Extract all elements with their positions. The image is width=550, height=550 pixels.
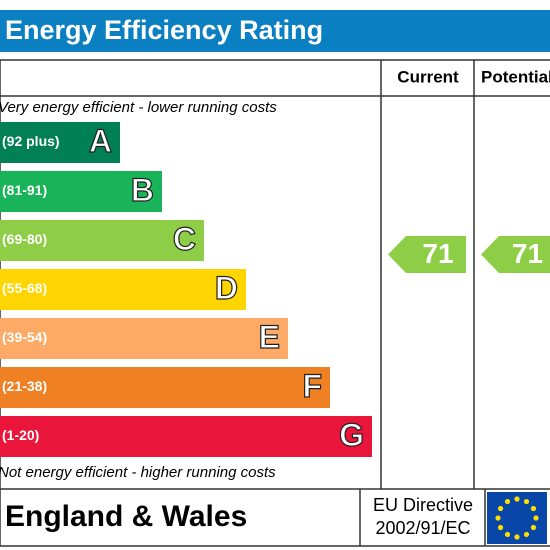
column-header: Current [397, 67, 459, 86]
directive: EU Directive [373, 495, 473, 515]
top-note: Very energy efficient - lower running co… [0, 99, 277, 116]
band-letter: A [89, 123, 112, 159]
band-range: (39-54) [2, 329, 47, 345]
band-bar [0, 122, 120, 163]
band-letter: B [131, 172, 154, 208]
band-letter: D [215, 270, 238, 306]
eu-star [514, 496, 520, 502]
band-range: (69-80) [2, 231, 47, 247]
band-bar [0, 318, 288, 359]
band-letter: E [259, 319, 280, 355]
eu-star [530, 505, 537, 512]
eu-star [497, 505, 504, 512]
rating-arrow [481, 236, 550, 273]
column-header: Potential [481, 67, 550, 86]
band-range: (1-20) [2, 427, 39, 443]
bottom-note: Not energy efficient - higher running co… [0, 464, 276, 481]
title-bar [0, 10, 550, 52]
band-bar [0, 220, 204, 261]
band-letter: F [302, 368, 322, 404]
rating-arrow [388, 236, 466, 273]
band-letter: G [339, 417, 364, 453]
eu-star [497, 524, 504, 531]
band-bar [0, 269, 246, 310]
band-letter: C [173, 221, 196, 257]
band-range: (21-38) [2, 378, 47, 394]
band-bar [0, 171, 162, 212]
eu-star [523, 531, 530, 538]
band-range: (81-91) [2, 182, 47, 198]
eu-star [533, 515, 539, 521]
rating-value: 71 [512, 238, 543, 269]
directive: 2002/91/EC [375, 518, 470, 538]
eu-star [504, 531, 511, 538]
eu-star [530, 524, 537, 531]
rating-value: 71 [422, 238, 453, 269]
eu-star [495, 515, 501, 521]
band-bar [0, 416, 372, 457]
band-bar [0, 367, 330, 408]
eu-star [514, 534, 520, 540]
band-range: (55-68) [2, 280, 47, 296]
region: England & Wales [5, 500, 247, 533]
title: Energy Efficiency Rating [5, 15, 323, 45]
band-range: (92 plus) [2, 133, 60, 149]
eu-star [504, 498, 511, 505]
eu-stars [495, 496, 539, 540]
eu-star [523, 498, 530, 505]
